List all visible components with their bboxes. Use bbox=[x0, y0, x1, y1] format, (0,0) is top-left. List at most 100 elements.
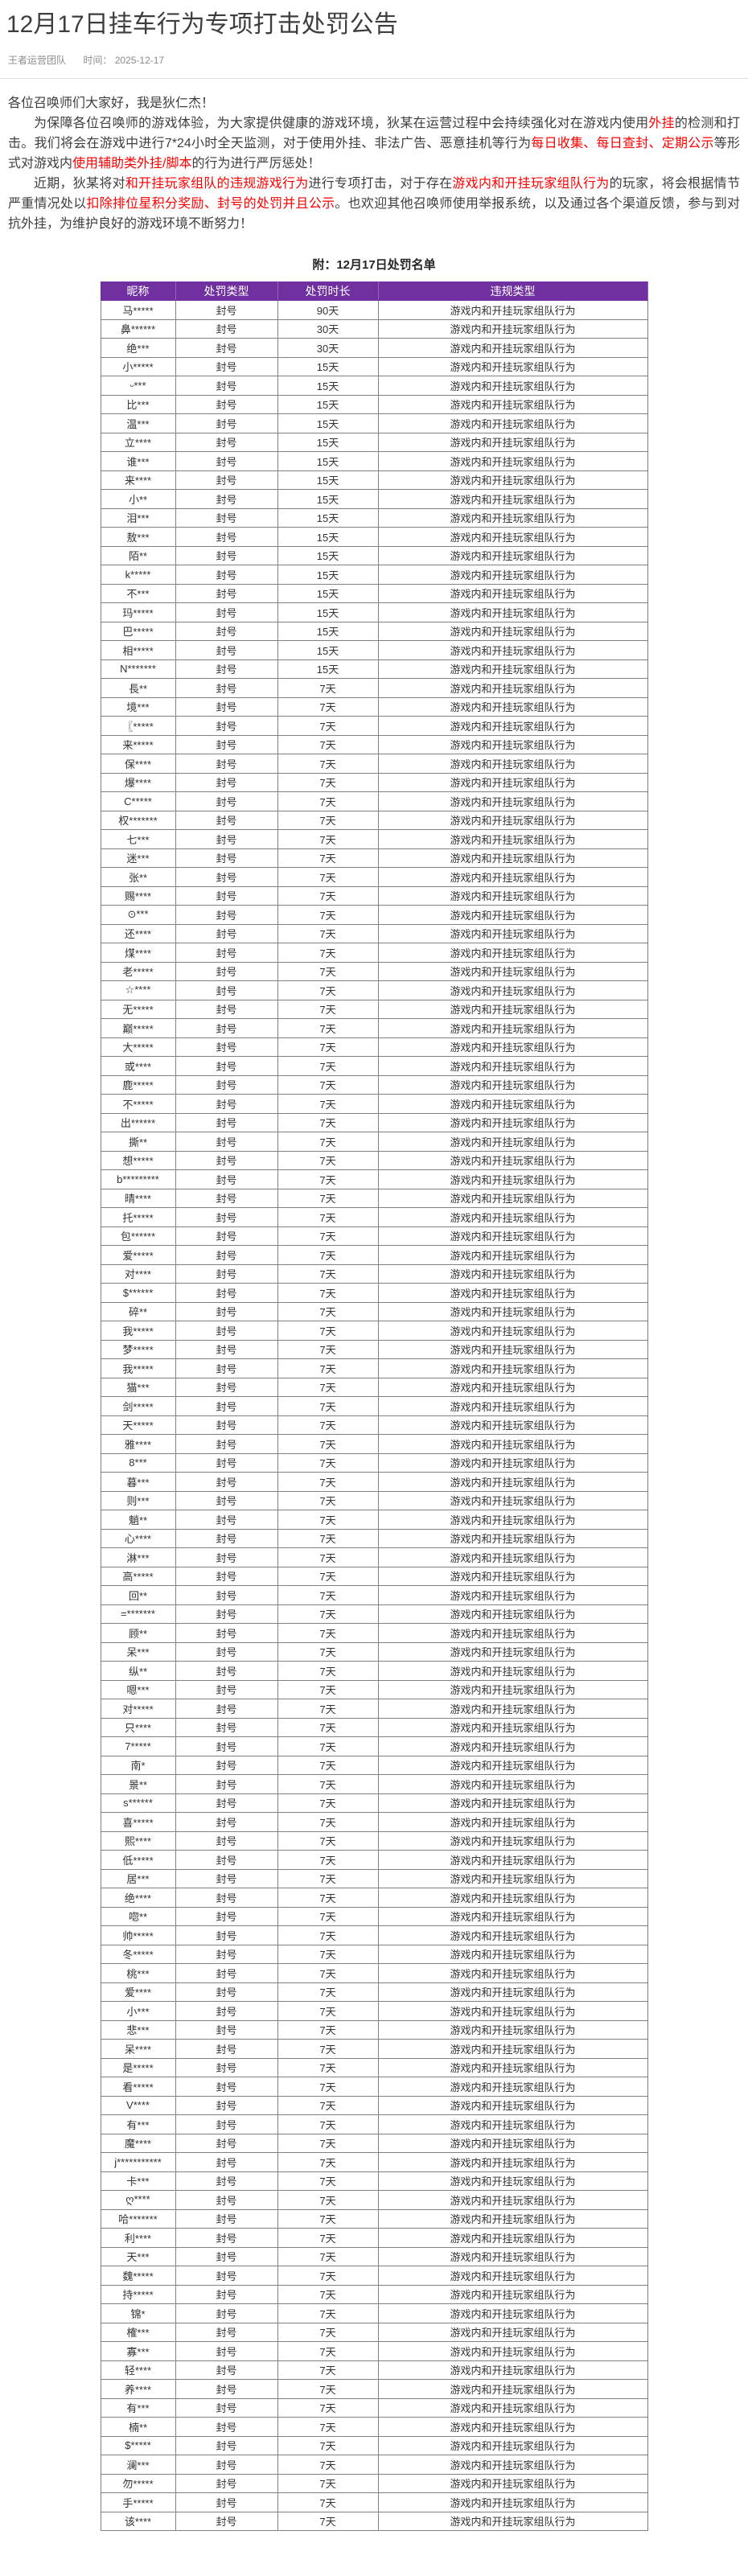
cell-violation-type: 游戏内和开挂玩家组队行为 bbox=[377, 2001, 648, 2021]
cell-duration: 7天 bbox=[277, 2019, 379, 2040]
cell-duration: 7天 bbox=[277, 1094, 379, 1114]
cell-duration: 7天 bbox=[277, 810, 379, 830]
cell-violation-type: 游戏内和开挂玩家组队行为 bbox=[377, 1888, 648, 1908]
table-row: 魏***** 封号 7天 游戏内和开挂玩家组队行为 bbox=[100, 2266, 648, 2286]
table-row: 剑***** 封号 7天 游戏内和开挂玩家组队行为 bbox=[100, 1396, 648, 1416]
table-header-cell: 昵称 bbox=[100, 281, 176, 301]
table-row: 看***** 封号 7天 游戏内和开挂玩家组队行为 bbox=[100, 2077, 648, 2097]
cell-violation-type: 游戏内和开挂玩家组队行为 bbox=[377, 432, 648, 452]
cell-punish-type: 封号 bbox=[175, 1906, 278, 1926]
cell-duration: 7天 bbox=[277, 1944, 379, 1964]
cell-violation-type: 游戏内和开挂玩家组队行为 bbox=[377, 2492, 648, 2512]
cell-nickname: 立**** bbox=[100, 432, 176, 452]
table-row: 绝**** 封号 7天 游戏内和开挂玩家组队行为 bbox=[100, 1888, 648, 1908]
cell-nickname: 悲*** bbox=[100, 2019, 176, 2040]
cell-violation-type: 游戏内和开挂玩家组队行为 bbox=[377, 1074, 648, 1095]
cell-violation-type: 游戏内和开挂玩家组队行为 bbox=[377, 1623, 648, 1643]
table-row: 持***** 封号 7天 游戏内和开挂玩家组队行为 bbox=[100, 2284, 648, 2304]
cell-punish-type: 封号 bbox=[175, 961, 278, 981]
cell-punish-type: 封号 bbox=[175, 1018, 278, 1038]
cell-punish-type: 封号 bbox=[175, 1528, 278, 1548]
cell-duration: 7天 bbox=[277, 2284, 379, 2304]
cell-punish-type: 封号 bbox=[175, 1510, 278, 1530]
table-row: 梦***** 封号 7天 游戏内和开挂玩家组队行为 bbox=[100, 1339, 648, 1359]
highlighted-text: 外挂 bbox=[648, 117, 675, 130]
table-row: 寡*** 封号 7天 游戏内和开挂玩家组队行为 bbox=[100, 2341, 648, 2361]
cell-punish-type: 封号 bbox=[175, 1925, 278, 1945]
table-row: 澜*** 封号 7天 游戏内和开挂玩家组队行为 bbox=[100, 2455, 648, 2475]
cell-violation-type: 游戏内和开挂玩家组队行为 bbox=[377, 1812, 648, 1832]
cell-punish-type: 封号 bbox=[175, 734, 278, 754]
cell-duration: 7天 bbox=[277, 2473, 379, 2493]
cell-violation-type: 游戏内和开挂玩家组队行为 bbox=[377, 923, 648, 943]
cell-punish-type: 封号 bbox=[175, 772, 278, 792]
cell-violation-type: 游戏内和开挂玩家组队行为 bbox=[377, 1566, 648, 1586]
cell-punish-type: 封号 bbox=[175, 376, 278, 396]
cell-duration: 7天 bbox=[277, 1906, 379, 1926]
cell-duration: 7天 bbox=[277, 1528, 379, 1548]
cell-nickname: 温*** bbox=[100, 413, 176, 433]
cell-violation-type: 游戏内和开挂玩家组队行为 bbox=[377, 1245, 648, 1265]
cell-punish-type: 封号 bbox=[175, 2039, 278, 2059]
cell-violation-type: 游戏内和开挂玩家组队行为 bbox=[377, 1037, 648, 1057]
cell-duration: 7天 bbox=[277, 1774, 379, 1794]
table-row: 则*** 封号 7天 游戏内和开挂玩家组队行为 bbox=[100, 1490, 648, 1510]
cell-duration: 7天 bbox=[277, 696, 379, 717]
cell-violation-type: 游戏内和开挂玩家组队行为 bbox=[377, 999, 648, 1019]
cell-nickname: =******* bbox=[100, 1604, 176, 1624]
cell-nickname: 小***** bbox=[100, 356, 176, 376]
cell-duration: 7天 bbox=[277, 1358, 379, 1378]
cell-duration: 7天 bbox=[277, 1641, 379, 1662]
cell-duration: 7天 bbox=[277, 1717, 379, 1737]
cell-duration: 7天 bbox=[277, 1037, 379, 1057]
cell-duration: 15天 bbox=[277, 356, 379, 376]
cell-punish-type: 封号 bbox=[175, 1452, 278, 1473]
cell-duration: 7天 bbox=[277, 1245, 379, 1265]
cell-duration: 7天 bbox=[277, 1434, 379, 1454]
cell-punish-type: 封号 bbox=[175, 338, 278, 358]
cell-nickname: 爆**** bbox=[100, 772, 176, 792]
cell-violation-type: 游戏内和开挂玩家组队行为 bbox=[377, 300, 648, 320]
cell-punish-type: 封号 bbox=[175, 1793, 278, 1813]
cell-violation-type: 游戏内和开挂玩家组队行为 bbox=[377, 2190, 648, 2210]
punishment-table-body: 马***** 封号 90天 游戏内和开挂玩家组队行为 鼻****** 封号 30天 游戏内和开… bbox=[100, 300, 648, 2531]
table-row: 老***** 封号 7天 游戏内和开挂玩家组队行为 bbox=[100, 961, 648, 981]
cell-duration: 7天 bbox=[277, 2397, 379, 2418]
table-row: 碎** 封号 7天 游戏内和开挂玩家组队行为 bbox=[100, 1301, 648, 1321]
table-row: V**** 封号 7天 游戏内和开挂玩家组队行为 bbox=[100, 2095, 648, 2115]
cell-punish-type: 封号 bbox=[175, 318, 278, 339]
cell-punish-type: 封号 bbox=[175, 1056, 278, 1076]
cell-nickname: 纵** bbox=[100, 1661, 176, 1681]
cell-violation-type: 游戏内和开挂玩家组队行为 bbox=[377, 413, 648, 433]
cell-nickname: 寡*** bbox=[100, 2341, 176, 2361]
cell-violation-type: 游戏内和开挂玩家组队行为 bbox=[377, 791, 648, 811]
cell-violation-type: 游戏内和开挂玩家组队行为 bbox=[377, 848, 648, 868]
table-row: j*********** 封号 7天 游戏内和开挂玩家组队行为 bbox=[100, 2152, 648, 2172]
cell-nickname: 景** bbox=[100, 1774, 176, 1794]
cell-duration: 7天 bbox=[277, 1377, 379, 1397]
cell-nickname: 利**** bbox=[100, 2228, 176, 2248]
cell-duration: 30天 bbox=[277, 318, 379, 339]
table-row: 该**** 封号 7天 游戏内和开挂玩家组队行为 bbox=[100, 2511, 648, 2531]
cell-punish-type: 封号 bbox=[175, 1263, 278, 1284]
cell-nickname: s****** bbox=[100, 1793, 176, 1813]
cell-violation-type: 游戏内和开挂玩家组队行为 bbox=[377, 1452, 648, 1473]
table-row: 天***** 封号 7天 游戏内和开挂玩家组队行为 bbox=[100, 1415, 648, 1435]
cell-nickname: 托***** bbox=[100, 1207, 176, 1227]
cell-violation-type: 游戏内和开挂玩家组队行为 bbox=[377, 1150, 648, 1170]
cell-duration: 7天 bbox=[277, 829, 379, 849]
cell-duration: 7天 bbox=[277, 1263, 379, 1284]
table-row: 爆**** 封号 7天 游戏内和开挂玩家组队行为 bbox=[100, 772, 648, 792]
cell-duration: 7天 bbox=[277, 772, 379, 792]
table-row: 锦* 封号 7天 游戏内和开挂玩家组队行为 bbox=[100, 2303, 648, 2323]
cell-nickname: k***** bbox=[100, 565, 176, 585]
cell-punish-type: 封号 bbox=[175, 1339, 278, 1359]
cell-duration: 7天 bbox=[277, 1472, 379, 1492]
cell-nickname: 冬***** bbox=[100, 1944, 176, 1964]
cell-duration: 15天 bbox=[277, 413, 379, 433]
table-row: 来**** 封号 15天 游戏内和开挂玩家组队行为 bbox=[100, 470, 648, 490]
table-row: 嗯*** 封号 7天 游戏内和开挂玩家组队行为 bbox=[100, 1679, 648, 1699]
cell-punish-type: 封号 bbox=[175, 943, 278, 963]
cell-punish-type: 封号 bbox=[175, 2001, 278, 2021]
cell-duration: 7天 bbox=[277, 1226, 379, 1246]
